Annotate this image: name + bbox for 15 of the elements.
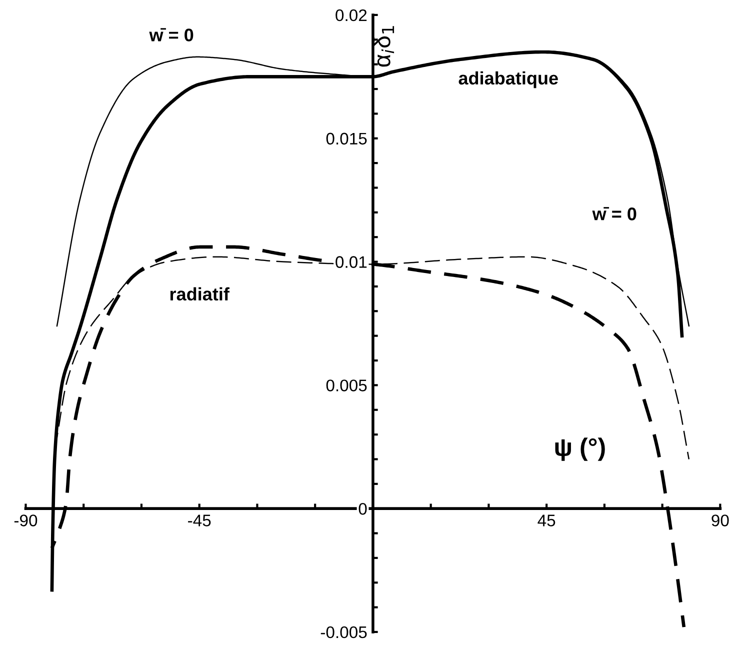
annotation: adiabatique (458, 71, 558, 88)
y-tick-label: 0.005 (326, 380, 367, 392)
y-tick-label: 0 (358, 502, 367, 515)
annotation: w̄ = 0 (592, 207, 636, 220)
x-tick-label: -45 (188, 514, 211, 526)
x-tick-label: -90 (14, 514, 38, 526)
annotation: radiatif (170, 287, 230, 301)
y-tick-label: 0.01 (336, 256, 367, 268)
y-tick-label: -0.005 (320, 626, 367, 638)
y-tick-label: 0.015 (326, 132, 367, 145)
x-tick-label: 90 (712, 514, 729, 526)
x-axis-title: ψ (°) (555, 438, 605, 461)
x-tick-label: 45 (538, 514, 556, 526)
y-tick-label: 0.02 (336, 9, 367, 22)
annotation: w̄ = 0 (149, 28, 194, 42)
